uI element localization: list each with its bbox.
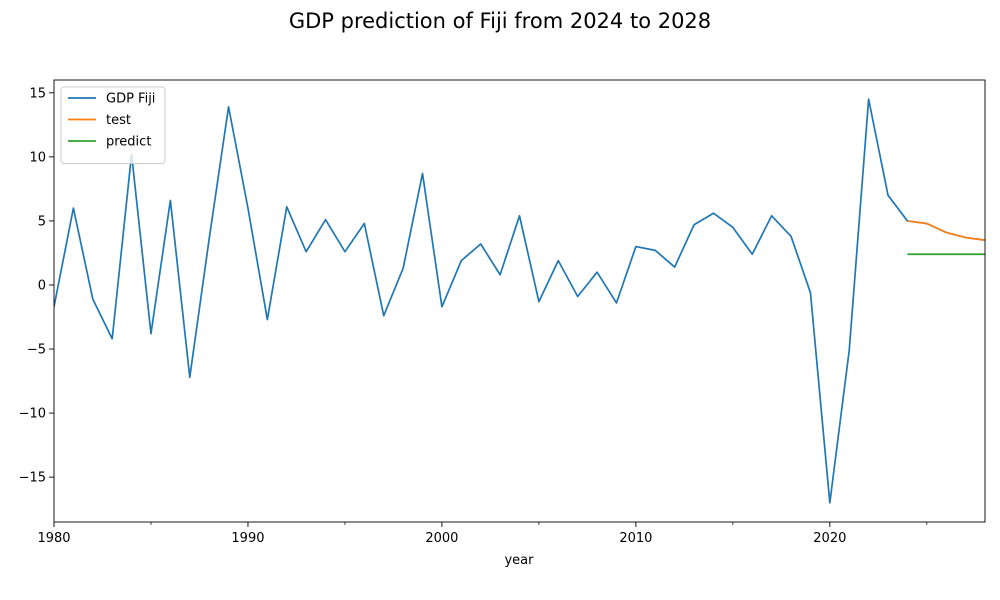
y-tick-label: −5	[27, 343, 46, 358]
y-tick-label: 15	[29, 86, 46, 101]
plot-area	[53, 79, 986, 523]
x-tick-label: 1980	[37, 531, 70, 546]
legend-label: GDP Fiji	[106, 92, 155, 107]
x-tick-label: 2000	[425, 531, 458, 546]
y-axis: −15 −10 −5 0 5 10 15	[19, 86, 54, 486]
legend-label: predict	[106, 135, 151, 150]
x-tick-label: 2020	[813, 531, 846, 546]
y-tick-label: −15	[19, 471, 46, 486]
legend: GDP Fiji test predict	[60, 86, 166, 164]
legend-box	[60, 86, 166, 164]
x-axis: 1980 1990 2000 2010 2020	[37, 522, 928, 546]
x-tick-label: 1990	[231, 531, 264, 546]
y-tick-label: 10	[29, 150, 46, 165]
series-line-gdp-fiji	[54, 98, 985, 504]
y-tick-label: 0	[38, 278, 46, 293]
y-tick-label: 5	[38, 214, 46, 229]
x-axis-label: year	[504, 553, 534, 568]
series-line-test	[907, 220, 985, 241]
x-tick-label: 2010	[619, 531, 652, 546]
legend-label: test	[106, 113, 131, 128]
chart-title: GDP prediction of Fiji from 2024 to 2028	[289, 9, 711, 33]
y-tick-label: −10	[19, 407, 46, 422]
plot-frame	[53, 79, 986, 523]
